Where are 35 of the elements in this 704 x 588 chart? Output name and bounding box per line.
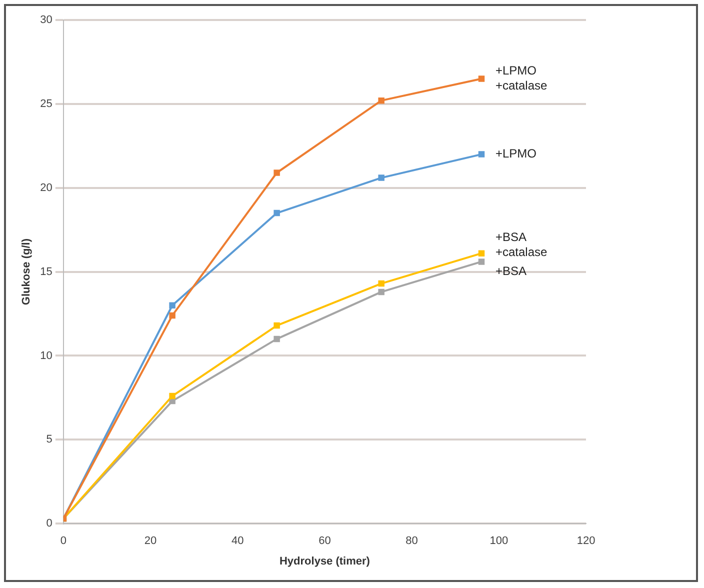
y-tick-label: 15 xyxy=(40,266,52,278)
series-label: +LPMO +catalase xyxy=(495,64,548,93)
series-label: +BSA +catalase xyxy=(495,230,548,260)
point xyxy=(274,336,280,342)
y-axis-title: Glukose (g/l) xyxy=(20,238,33,306)
point xyxy=(169,312,176,319)
point xyxy=(478,151,485,158)
point xyxy=(378,97,384,104)
y-tick-label: 20 xyxy=(40,182,52,194)
x-tick-label: 60 xyxy=(318,535,331,548)
y-tick-label: 25 xyxy=(40,98,52,110)
x-axis-title: Hydrolyse (timer) xyxy=(279,555,370,568)
point xyxy=(169,392,176,400)
y-tick-label: 5 xyxy=(46,434,52,446)
series-label: +BSA xyxy=(495,264,527,278)
point xyxy=(478,76,485,82)
point xyxy=(274,322,280,329)
point xyxy=(478,250,485,256)
point xyxy=(169,302,176,308)
point xyxy=(378,174,384,181)
point xyxy=(478,258,485,265)
point xyxy=(378,288,384,296)
x-tick-label: 120 xyxy=(576,535,596,548)
x-tick-label: 40 xyxy=(232,535,244,548)
x-tick-label: 0 xyxy=(60,535,66,548)
series-label: +LPMO xyxy=(495,146,537,161)
point xyxy=(274,210,280,216)
y-tick-label: 10 xyxy=(40,350,52,362)
x-tick-label: 100 xyxy=(490,535,508,548)
y-tick-label: 30 xyxy=(40,14,52,26)
x-tick-label: 80 xyxy=(406,535,418,548)
point xyxy=(274,170,280,176)
x-tick-label: 20 xyxy=(144,535,157,548)
y-tick-label: 0 xyxy=(46,518,52,530)
point xyxy=(378,280,384,287)
